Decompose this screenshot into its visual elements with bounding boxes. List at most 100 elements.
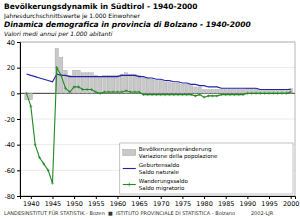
marker [181,93,184,96]
bar [215,89,218,93]
bar [202,89,205,93]
tick-mark [182,196,183,199]
marker [224,93,227,96]
marker [86,88,89,91]
bar [146,78,149,93]
bar [155,81,158,94]
marker [255,92,258,95]
tick-mark [269,196,270,199]
marker [172,93,175,96]
bar [189,86,192,94]
bar [207,89,210,93]
legend-label-line: Geburtensaldo [139,162,180,168]
legend-label-line: Variazione della popolazione [139,153,218,160]
tick: 2000 [283,196,300,208]
marker [51,182,54,185]
tick: 1990 [240,196,257,208]
tick: 20 [7,64,20,72]
tick-mark [291,196,292,199]
tick-mark [17,42,20,43]
tick-label: -20 [4,116,15,124]
tick: 1965 [131,196,148,208]
marker [246,92,249,95]
bar [103,75,106,93]
tick-label: 1980 [196,200,213,208]
tick-mark [17,68,20,69]
tick-mark [17,145,20,146]
marker [203,96,206,99]
tick: 1980 [196,196,213,208]
legend-frame [120,143,293,194]
tick-mark [139,196,140,199]
bar [81,73,84,94]
bar [33,93,36,94]
tick-label: 1970 [153,200,170,208]
tick: 1955 [88,196,105,208]
legend-label-line: Saldo naturale [139,169,180,175]
tick-label: 1995 [261,200,278,208]
tick-label: 1965 [131,200,148,208]
bar [111,75,114,93]
marker [142,93,145,96]
bar [133,74,136,93]
marker [276,92,279,95]
marker [138,91,141,94]
marker [263,92,266,95]
bar [241,89,244,93]
marker [133,91,136,94]
tick-mark [204,196,205,199]
bar [224,89,227,93]
axis-line [17,43,21,197]
grid [20,42,295,196]
tick-label: -40 [4,141,15,149]
marker [220,93,223,96]
legend: BevölkerungsveränderungVariazione della … [120,143,293,194]
tick-mark [96,196,97,199]
bar [98,77,101,94]
line [26,74,290,89]
marker [259,92,262,95]
tick-mark [17,170,20,171]
marker [281,92,284,95]
tick-mark [226,196,227,199]
bar [29,93,32,99]
tick-mark [161,196,162,199]
bar [228,89,231,93]
tick-label: 1955 [88,200,105,208]
bar [129,74,132,93]
marker [194,94,197,97]
marker [90,88,93,91]
tick: 1995 [261,196,278,208]
marker [60,74,63,77]
marker [211,94,214,97]
bar [107,75,110,93]
legend-item: BevölkerungsveränderungVariazione della … [123,146,218,160]
tick-label: 2000 [283,200,300,208]
marker [216,94,219,97]
marker [112,91,115,94]
tick: 0 [11,90,20,98]
tick-mark [17,119,20,120]
subtitle: Jahresdurchschnittswerte je 1.000 Einwoh… [3,12,140,20]
marker [250,92,253,95]
tick: -40 [4,141,20,149]
tick-label: 1950 [66,200,83,208]
chart: Bevölkerungsdynamik in Südtirol - 1940-2… [0,0,300,218]
tick: 1950 [66,196,83,208]
y-axis: -80-60-40-2002040 [4,39,20,201]
marker [129,91,132,94]
tick-label: -80 [4,193,15,201]
marker [73,85,76,88]
bar [220,89,223,93]
bar [233,89,236,93]
bar [42,93,45,94]
bar [181,84,184,93]
marker [146,93,149,96]
marker [68,91,71,94]
marker [125,89,128,92]
marker [177,93,180,96]
marker [237,93,240,96]
bar [211,89,214,93]
title: Bevölkerungsdynamik in Südtirol - 1940-2… [4,2,198,11]
tick-mark [247,196,248,199]
